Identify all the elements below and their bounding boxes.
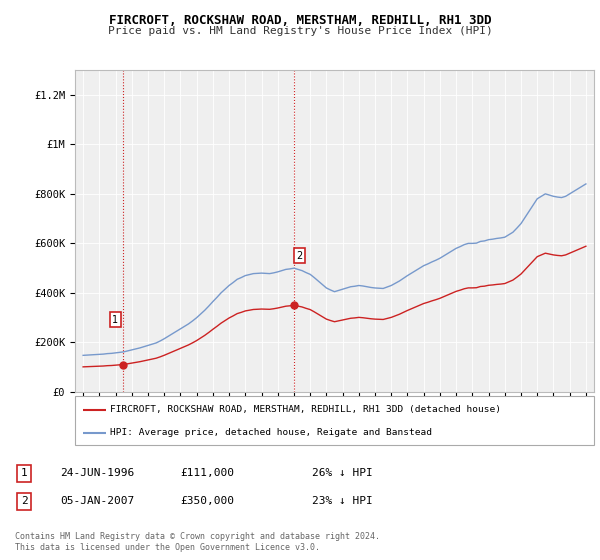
Text: 05-JAN-2007: 05-JAN-2007: [60, 496, 134, 506]
Text: FIRCROFT, ROCKSHAW ROAD, MERSTHAM, REDHILL, RH1 3DD: FIRCROFT, ROCKSHAW ROAD, MERSTHAM, REDHI…: [109, 14, 491, 27]
Text: Price paid vs. HM Land Registry's House Price Index (HPI): Price paid vs. HM Land Registry's House …: [107, 26, 493, 36]
Text: 1: 1: [112, 315, 118, 325]
Text: 2: 2: [20, 496, 28, 506]
Text: 1: 1: [20, 468, 28, 478]
Text: HPI: Average price, detached house, Reigate and Banstead: HPI: Average price, detached house, Reig…: [110, 428, 432, 437]
Text: £350,000: £350,000: [180, 496, 234, 506]
Text: 2: 2: [296, 251, 302, 261]
Text: 26% ↓ HPI: 26% ↓ HPI: [312, 468, 373, 478]
Text: 24-JUN-1996: 24-JUN-1996: [60, 468, 134, 478]
Text: 23% ↓ HPI: 23% ↓ HPI: [312, 496, 373, 506]
Text: Contains HM Land Registry data © Crown copyright and database right 2024.
This d: Contains HM Land Registry data © Crown c…: [15, 532, 380, 552]
Text: FIRCROFT, ROCKSHAW ROAD, MERSTHAM, REDHILL, RH1 3DD (detached house): FIRCROFT, ROCKSHAW ROAD, MERSTHAM, REDHI…: [110, 405, 501, 414]
Text: £111,000: £111,000: [180, 468, 234, 478]
